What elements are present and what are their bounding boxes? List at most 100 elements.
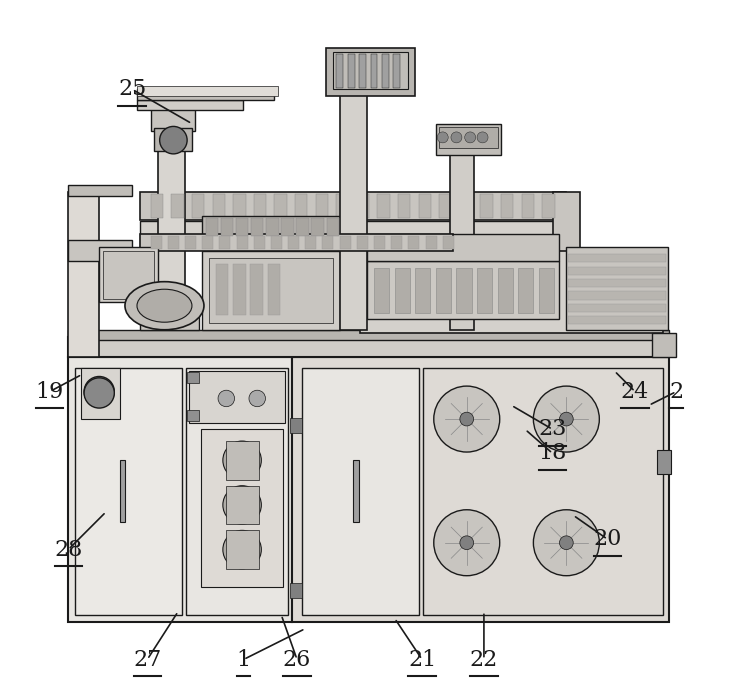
Circle shape xyxy=(477,132,488,143)
Polygon shape xyxy=(480,194,493,218)
Circle shape xyxy=(223,486,261,524)
Polygon shape xyxy=(302,368,419,615)
Text: 19: 19 xyxy=(36,381,64,403)
Polygon shape xyxy=(271,236,282,249)
Polygon shape xyxy=(568,267,666,275)
Polygon shape xyxy=(202,251,340,330)
Polygon shape xyxy=(254,236,265,249)
Circle shape xyxy=(560,536,573,550)
Polygon shape xyxy=(340,236,351,249)
Polygon shape xyxy=(251,264,263,315)
Polygon shape xyxy=(188,371,285,423)
Polygon shape xyxy=(423,368,663,615)
Circle shape xyxy=(460,536,473,550)
Polygon shape xyxy=(340,82,367,330)
Ellipse shape xyxy=(125,282,204,330)
Polygon shape xyxy=(251,218,263,236)
Polygon shape xyxy=(254,194,266,218)
Polygon shape xyxy=(141,221,566,247)
Polygon shape xyxy=(233,194,245,218)
Polygon shape xyxy=(439,127,497,148)
Polygon shape xyxy=(81,368,120,419)
Polygon shape xyxy=(151,194,163,218)
Text: 21: 21 xyxy=(408,649,436,671)
Polygon shape xyxy=(553,192,580,330)
Circle shape xyxy=(223,530,261,569)
Polygon shape xyxy=(233,264,245,315)
Text: 2: 2 xyxy=(669,381,684,403)
Polygon shape xyxy=(357,194,370,218)
Circle shape xyxy=(84,376,114,407)
Polygon shape xyxy=(288,236,299,249)
Polygon shape xyxy=(227,530,259,569)
Polygon shape xyxy=(137,89,275,100)
Polygon shape xyxy=(501,194,513,218)
Circle shape xyxy=(223,441,261,480)
Polygon shape xyxy=(192,194,204,218)
Polygon shape xyxy=(456,268,471,313)
Polygon shape xyxy=(227,441,259,480)
Polygon shape xyxy=(460,194,472,218)
Polygon shape xyxy=(657,450,671,474)
Polygon shape xyxy=(266,218,278,236)
Polygon shape xyxy=(408,236,420,249)
Polygon shape xyxy=(227,486,259,524)
Polygon shape xyxy=(370,54,378,88)
Polygon shape xyxy=(187,372,199,383)
Polygon shape xyxy=(236,236,248,249)
Polygon shape xyxy=(568,291,666,300)
Polygon shape xyxy=(268,264,280,315)
Polygon shape xyxy=(521,194,534,218)
Circle shape xyxy=(560,412,573,426)
Polygon shape xyxy=(137,86,278,96)
Circle shape xyxy=(533,510,599,576)
Polygon shape xyxy=(367,261,560,319)
Circle shape xyxy=(159,126,187,154)
Circle shape xyxy=(437,132,448,143)
Polygon shape xyxy=(374,236,385,249)
Polygon shape xyxy=(99,247,158,302)
Polygon shape xyxy=(141,192,566,220)
Polygon shape xyxy=(305,236,316,249)
Text: 22: 22 xyxy=(470,649,498,671)
Polygon shape xyxy=(68,192,99,357)
Polygon shape xyxy=(171,194,184,218)
Polygon shape xyxy=(292,357,669,622)
Polygon shape xyxy=(290,583,302,598)
Polygon shape xyxy=(206,218,218,236)
Polygon shape xyxy=(326,48,415,96)
Polygon shape xyxy=(75,368,182,615)
Polygon shape xyxy=(542,194,555,218)
Polygon shape xyxy=(518,268,533,313)
Text: 24: 24 xyxy=(621,381,649,403)
Polygon shape xyxy=(68,330,669,340)
Polygon shape xyxy=(336,54,343,88)
Polygon shape xyxy=(568,279,666,287)
Circle shape xyxy=(218,390,235,407)
Polygon shape xyxy=(316,194,328,218)
Polygon shape xyxy=(311,218,324,236)
Polygon shape xyxy=(185,236,196,249)
Polygon shape xyxy=(275,194,286,218)
Polygon shape xyxy=(374,268,389,313)
Polygon shape xyxy=(353,460,359,522)
Circle shape xyxy=(434,386,500,452)
Polygon shape xyxy=(395,268,410,313)
Polygon shape xyxy=(393,54,400,88)
Text: 26: 26 xyxy=(283,649,311,671)
Polygon shape xyxy=(436,124,501,155)
Polygon shape xyxy=(158,124,185,330)
Polygon shape xyxy=(378,194,390,218)
Polygon shape xyxy=(336,194,349,218)
Circle shape xyxy=(434,510,500,576)
Circle shape xyxy=(465,132,476,143)
Polygon shape xyxy=(219,236,230,249)
Polygon shape xyxy=(568,304,666,312)
Polygon shape xyxy=(209,258,333,323)
Polygon shape xyxy=(187,410,199,421)
Polygon shape xyxy=(367,234,560,261)
Polygon shape xyxy=(450,137,473,330)
Polygon shape xyxy=(382,54,389,88)
Polygon shape xyxy=(212,194,225,218)
Polygon shape xyxy=(296,218,309,236)
